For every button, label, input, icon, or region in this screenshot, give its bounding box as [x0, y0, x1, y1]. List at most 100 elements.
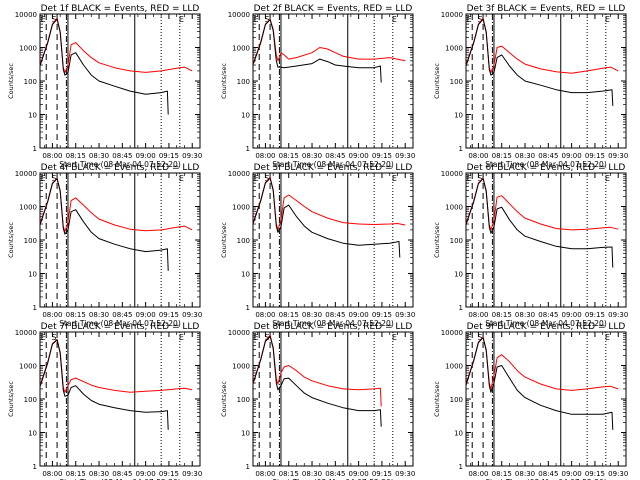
- chart-title: Det 5f BLACK = Events, RED = LLD: [254, 163, 413, 173]
- region-label: E: [41, 333, 46, 342]
- x-tick-label: 08:00: [468, 470, 488, 478]
- series-line-events: [252, 177, 401, 258]
- y-axis-label: Counts/sec: [7, 381, 15, 417]
- chart-title: Det 7f BLACK = Events, RED = LLD: [41, 322, 200, 332]
- x-tick-label: 08:45: [112, 152, 132, 160]
- y-tick-label: 10000: [441, 329, 463, 337]
- x-tick-label: 08:00: [42, 470, 62, 478]
- x-tick-label: 09:30: [182, 311, 202, 319]
- x-tick-label: 08:15: [279, 311, 299, 319]
- y-tick-label: 1000: [232, 363, 250, 371]
- y-tick-label: 1000: [445, 204, 463, 212]
- x-tick-label: 09:15: [585, 152, 605, 160]
- region-label: E: [179, 333, 184, 342]
- region-label: E: [179, 174, 184, 183]
- x-tick-label: 09:00: [136, 311, 156, 319]
- x-tick-label: 08:15: [492, 311, 512, 319]
- y-tick-label: 10000: [228, 11, 250, 19]
- series-line-events: [465, 18, 614, 106]
- y-tick-label: 10000: [441, 11, 463, 19]
- y-tick-label: 1: [246, 145, 250, 153]
- x-tick-label: 08:00: [42, 152, 62, 160]
- x-tick-label: 08:30: [89, 311, 109, 319]
- y-tick-label: 100: [24, 396, 37, 404]
- y-tick-label: 10: [241, 430, 250, 438]
- x-tick-label: 08:45: [538, 311, 558, 319]
- series-line-events: [39, 339, 169, 430]
- x-tick-label: 08:45: [538, 152, 558, 160]
- region-label: S: [51, 333, 56, 342]
- chart-title: Det 4f BLACK = Events, RED = LLD: [41, 163, 200, 173]
- y-tick-label: 1: [246, 304, 250, 312]
- x-tick-label: 09:30: [608, 470, 628, 478]
- series-line-events: [39, 18, 169, 115]
- x-tick-label: 08:45: [112, 311, 132, 319]
- x-tick-label: 09:15: [159, 470, 179, 478]
- y-tick-label: 100: [24, 78, 37, 86]
- x-tick-label: 08:00: [468, 311, 488, 319]
- y-tick-label: 10000: [15, 11, 37, 19]
- x-tick-label: 09:00: [349, 311, 369, 319]
- y-tick-label: 10000: [15, 170, 37, 178]
- y-tick-label: 10: [241, 112, 250, 120]
- x-tick-label: 08:00: [255, 152, 275, 160]
- x-tick-label: 08:00: [255, 311, 275, 319]
- x-tick-label: 08:45: [112, 470, 132, 478]
- chart-panel-4: Det 4f BLACK = Events, RED = LLD 1 10 100 10…: [7, 163, 202, 328]
- x-tick-label: 09:30: [395, 311, 415, 319]
- x-tick-label: 08:30: [515, 470, 535, 478]
- region-label: S: [477, 174, 482, 183]
- y-tick-label: 1: [246, 463, 250, 471]
- x-tick-label: 09:15: [585, 470, 605, 478]
- x-tick-label: 09:15: [585, 311, 605, 319]
- y-tick-label: 10000: [441, 170, 463, 178]
- x-tick-label: 08:30: [302, 470, 322, 478]
- region-label: S: [264, 15, 269, 24]
- series-line-lld: [252, 334, 382, 407]
- y-tick-label: 10000: [15, 329, 37, 337]
- x-axis-label: Start Time (08-Mar-04 07:52:20): [485, 319, 607, 328]
- x-tick-label: 09:15: [159, 311, 179, 319]
- chart-title: Det 3f BLACK = Events, RED = LLD: [467, 4, 626, 14]
- y-tick-label: 1000: [19, 363, 37, 371]
- region-label: E: [392, 15, 397, 24]
- y-tick-label: 1: [33, 145, 37, 153]
- x-tick-label: 09:00: [562, 152, 582, 160]
- region-label: E: [467, 333, 472, 342]
- x-tick-label: 09:30: [182, 152, 202, 160]
- y-tick-label: 100: [237, 396, 250, 404]
- y-tick-label: 10: [28, 112, 37, 120]
- region-label: E: [254, 174, 259, 183]
- x-axis-label: Start Time (08-Mar-04 07:52:20): [485, 478, 607, 480]
- y-tick-label: 100: [237, 237, 250, 245]
- x-tick-label: 08:15: [66, 311, 86, 319]
- y-tick-label: 10: [28, 430, 37, 438]
- x-tick-label: 09:00: [349, 152, 369, 160]
- x-tick-label: 09:15: [372, 470, 392, 478]
- y-tick-label: 1: [459, 145, 463, 153]
- region-label: S: [51, 15, 56, 24]
- x-axis-label: Start Time (08-Mar-04 07:52:20): [59, 478, 181, 480]
- x-tick-label: 08:30: [302, 311, 322, 319]
- y-axis-label: Counts/sec: [220, 222, 228, 258]
- x-tick-label: 08:15: [492, 470, 512, 478]
- x-tick-label: 08:00: [42, 311, 62, 319]
- x-tick-label: 08:15: [66, 152, 86, 160]
- chart-panel-1: Det 1f BLACK = Events, RED = LLD 1 10 100 10…: [7, 4, 202, 169]
- region-label: E: [605, 333, 610, 342]
- x-tick-label: 09:30: [395, 152, 415, 160]
- region-label: E: [467, 174, 472, 183]
- x-tick-label: 08:30: [515, 152, 535, 160]
- region-label: E: [179, 15, 184, 24]
- series-line-events: [252, 19, 382, 83]
- region-label: S: [51, 174, 56, 183]
- y-axis-label: Counts/sec: [7, 222, 15, 258]
- y-tick-label: 1: [33, 463, 37, 471]
- series-line-events: [252, 335, 382, 427]
- region-label: S: [477, 15, 482, 24]
- x-axis-label: Start Time (08-Mar-04 07:52:20): [272, 319, 394, 328]
- x-tick-label: 09:00: [349, 470, 369, 478]
- y-tick-label: 10000: [228, 170, 250, 178]
- x-tick-label: 08:30: [89, 470, 109, 478]
